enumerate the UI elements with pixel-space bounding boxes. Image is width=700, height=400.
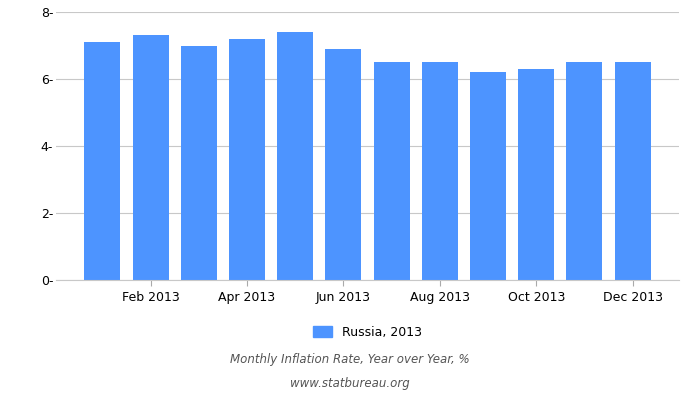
Legend: Russia, 2013: Russia, 2013 [308, 321, 427, 344]
Bar [566, 62, 603, 280]
Bar [326, 49, 361, 280]
Bar [277, 32, 314, 280]
Bar [421, 62, 458, 280]
Bar [84, 42, 120, 280]
Bar [229, 39, 265, 280]
Bar [615, 62, 651, 280]
Text: Monthly Inflation Rate, Year over Year, %: Monthly Inflation Rate, Year over Year, … [230, 354, 470, 366]
Bar [374, 62, 409, 280]
Bar [518, 69, 554, 280]
Bar [470, 72, 506, 280]
Bar [132, 36, 169, 280]
Text: www.statbureau.org: www.statbureau.org [290, 378, 410, 390]
Bar [181, 46, 217, 280]
